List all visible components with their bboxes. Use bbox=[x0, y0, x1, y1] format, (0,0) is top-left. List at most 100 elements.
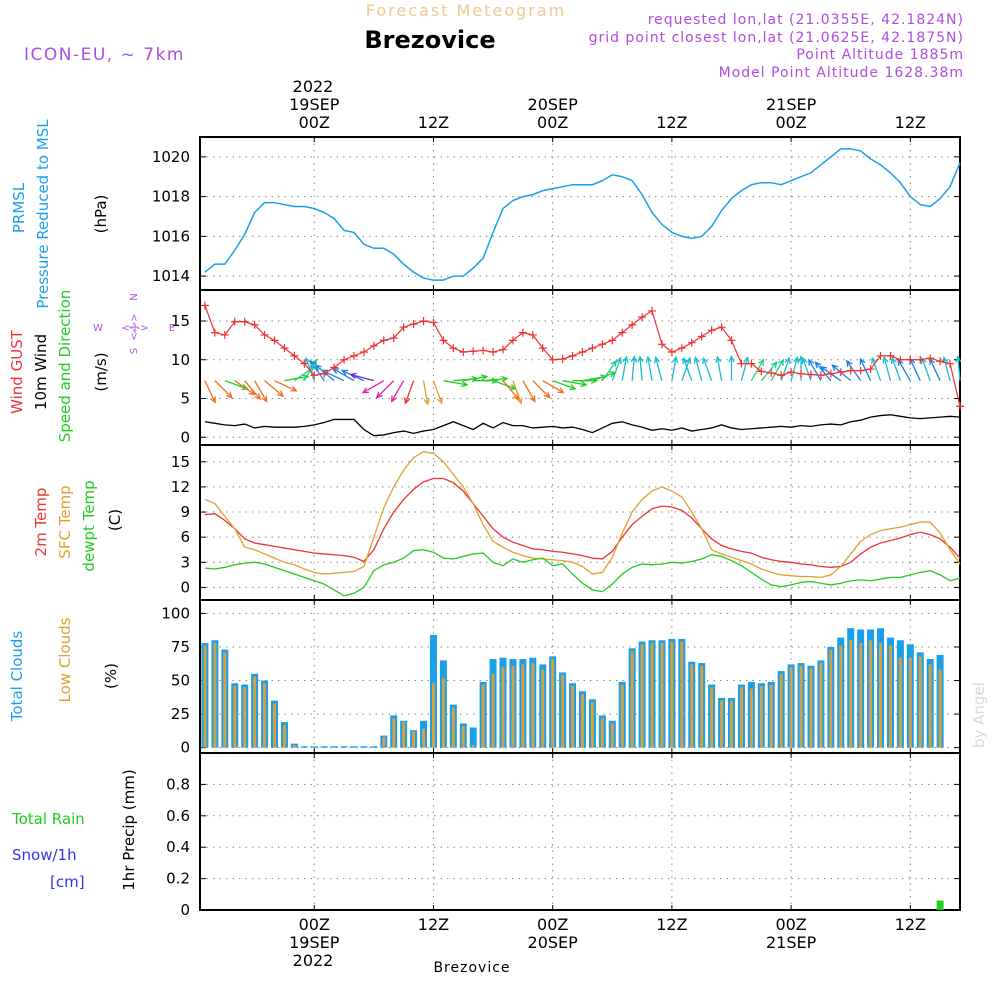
label-total-rain: Total Rain bbox=[11, 810, 85, 828]
low-cloud-bar bbox=[292, 744, 296, 748]
gust-marker bbox=[230, 317, 239, 326]
label-10m-wind: 10m Wind bbox=[32, 334, 50, 410]
gust-marker bbox=[538, 344, 547, 353]
wind-arrow bbox=[611, 357, 622, 381]
wind-arrow-head bbox=[569, 384, 577, 391]
low-cloud-bar bbox=[382, 736, 386, 748]
low-cloud-bar bbox=[422, 728, 426, 748]
rain-bar bbox=[936, 900, 944, 910]
wind-arrow bbox=[309, 360, 325, 382]
low-cloud-bar bbox=[789, 667, 793, 748]
wind-arrow-head bbox=[248, 388, 256, 396]
low-cloud-bar bbox=[461, 726, 465, 748]
gust-marker bbox=[777, 371, 786, 380]
top-tick-label: 00Z bbox=[299, 113, 330, 132]
point-altitude: Point Altitude 1885m bbox=[796, 47, 964, 63]
panel-temperature: 0 3 6 9 12 15 2m Temp SFC Temp dewpt Temp (C) bbox=[32, 444, 961, 601]
app-title: Forecast Meteogram bbox=[366, 1, 566, 20]
low-cloud-bar bbox=[412, 731, 416, 748]
low-cloud-bar bbox=[839, 645, 843, 748]
panel-frame bbox=[199, 444, 961, 601]
wind-arrow-head bbox=[808, 358, 815, 366]
wind-arrow-head bbox=[254, 393, 262, 401]
total-cloud-bar bbox=[330, 746, 338, 748]
wind-arrow bbox=[802, 357, 812, 381]
low-cloud-bar bbox=[690, 664, 694, 748]
gust-marker bbox=[469, 347, 478, 356]
low-cloud-bar bbox=[749, 688, 753, 748]
panel-pressure: 1014 1016 1018 1020 PRMSL Pressure Reduced to… bbox=[10, 119, 961, 309]
low-cloud-bar bbox=[441, 677, 445, 748]
low-cloud-bar bbox=[610, 723, 614, 748]
wind-arrow bbox=[694, 357, 703, 381]
low-cloud-bar bbox=[402, 722, 406, 748]
wind-arrow-head bbox=[715, 355, 722, 363]
gust-marker bbox=[677, 344, 686, 353]
low-cloud-bar bbox=[223, 652, 227, 748]
top-year: 2022 bbox=[293, 77, 334, 96]
wind-arrow-head bbox=[637, 355, 644, 363]
wind-arrow-head bbox=[210, 396, 216, 404]
gust-marker bbox=[896, 355, 905, 364]
y-tick-label: 10 bbox=[171, 351, 190, 369]
gust-marker bbox=[200, 301, 209, 310]
wind-arrow bbox=[682, 357, 693, 381]
gust-marker bbox=[707, 326, 716, 335]
wind-arrow-head bbox=[361, 387, 370, 394]
wind-arrow-head bbox=[580, 380, 588, 388]
gust-marker bbox=[389, 334, 398, 343]
y-tick-label: 0 bbox=[180, 739, 190, 757]
gust-marker bbox=[479, 346, 488, 355]
label-1hr-precip: 1hr Precip (mm) bbox=[120, 769, 138, 890]
gust-marker bbox=[449, 344, 458, 353]
gust-marker bbox=[757, 367, 766, 376]
low-cloud-bar bbox=[521, 664, 525, 748]
wind-arrow bbox=[909, 358, 921, 381]
model-altitude: Model Point Altitude 1628.38m bbox=[719, 65, 964, 81]
wind-arrow-head bbox=[557, 387, 565, 394]
low-cloud-bar bbox=[809, 668, 813, 748]
wind-arrow-head bbox=[758, 358, 765, 366]
panels: 1014 1016 1018 1020 PRMSL Pressure Reduced to… bbox=[8, 119, 964, 919]
gust-marker bbox=[240, 317, 249, 326]
gust-marker bbox=[787, 368, 796, 377]
gust-marker bbox=[439, 336, 448, 345]
low-cloud-bar bbox=[898, 657, 902, 748]
gust-marker bbox=[806, 370, 815, 379]
wind-arrow bbox=[639, 356, 643, 381]
wind-arrow bbox=[305, 357, 315, 381]
top-tick-date: 21SEP bbox=[766, 95, 817, 114]
wind-arrow bbox=[740, 357, 749, 381]
gust-marker bbox=[797, 369, 806, 378]
wind-arrow bbox=[601, 360, 617, 382]
low-cloud-bar bbox=[670, 641, 674, 748]
wind-arrow-head bbox=[610, 359, 617, 368]
low-cloud-bar bbox=[700, 665, 704, 748]
wind-arrow bbox=[647, 356, 653, 381]
low-cloud-bar bbox=[392, 718, 396, 748]
wind-arrow-head bbox=[784, 356, 791, 365]
wind-arrow bbox=[552, 380, 576, 390]
panel-precip: 0 0.2 0.4 0.6 0.8 Total Rain Snow/1h [cm] 1hr Pr… bbox=[11, 752, 961, 919]
label-cm: [cm] bbox=[50, 873, 85, 891]
wind-arrow bbox=[943, 357, 951, 381]
wind-arrow bbox=[760, 361, 778, 382]
direction-legend-arrow-h: <-|-> bbox=[121, 323, 148, 334]
gust-marker bbox=[598, 340, 607, 349]
wind-arrow-head bbox=[516, 397, 523, 405]
bottom-tick-date: 20SEP bbox=[528, 933, 579, 952]
low-cloud-bar bbox=[263, 683, 267, 748]
y-tick-label: 5 bbox=[180, 390, 190, 408]
bottom-tick-date: 19SEP bbox=[289, 933, 340, 952]
gust-marker bbox=[558, 354, 567, 363]
gust-marker bbox=[489, 348, 498, 356]
wind-arrow bbox=[350, 373, 375, 382]
gust-marker bbox=[310, 371, 319, 380]
y-tick-label: 0 bbox=[180, 428, 190, 446]
low-cloud-bar bbox=[561, 675, 565, 748]
y-tick-label: 6 bbox=[180, 528, 190, 546]
low-cloud-bar bbox=[630, 651, 634, 748]
wind-arrow bbox=[702, 357, 713, 381]
